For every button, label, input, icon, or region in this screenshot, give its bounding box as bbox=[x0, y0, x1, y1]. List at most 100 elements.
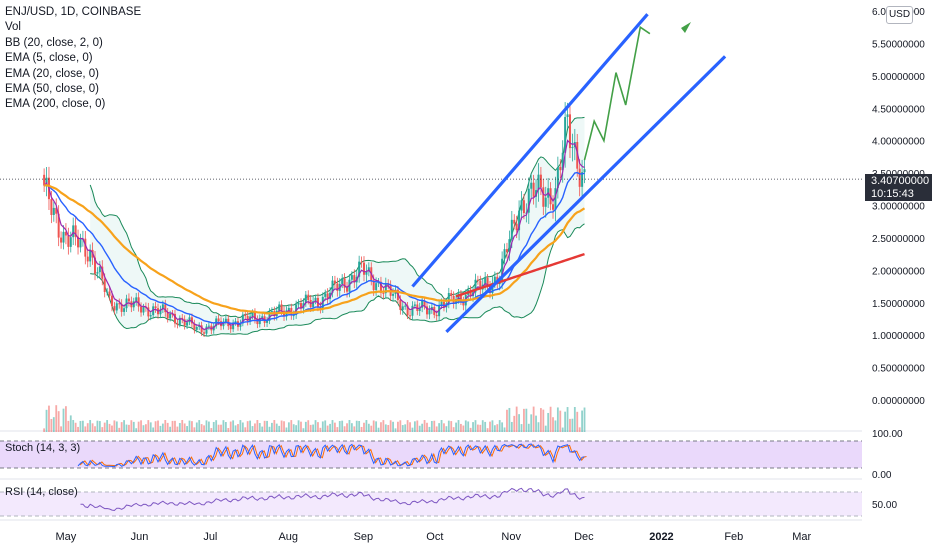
volume-bar bbox=[195, 422, 198, 432]
candle-body bbox=[234, 321, 237, 323]
volume-bar bbox=[120, 422, 123, 432]
candle-body bbox=[411, 305, 414, 316]
candle-body bbox=[62, 231, 65, 243]
price-tick-label: 5.50000000 bbox=[872, 39, 925, 50]
volume-bar bbox=[266, 420, 268, 432]
rsi-label[interactable]: RSI (14, close) bbox=[5, 486, 78, 498]
volume-bar bbox=[496, 424, 499, 432]
volume-bar bbox=[125, 424, 128, 432]
candle-body bbox=[239, 323, 242, 327]
candle-body bbox=[266, 320, 269, 323]
time-axis-label: May bbox=[56, 531, 77, 543]
volume-bar bbox=[535, 415, 537, 432]
candle-body bbox=[152, 306, 155, 316]
volume-bar bbox=[239, 420, 242, 432]
candle-body bbox=[428, 310, 431, 315]
volume-bar bbox=[513, 415, 516, 432]
volume-bar bbox=[157, 420, 159, 432]
indicator-ema200[interactable]: EMA (200, close, 0) bbox=[5, 98, 106, 111]
volume-bar bbox=[89, 420, 92, 432]
indicator-ema50[interactable]: EMA (50, close, 0) bbox=[5, 83, 99, 96]
volume-bar bbox=[326, 425, 329, 432]
candle-body bbox=[493, 276, 496, 283]
projection-path bbox=[583, 25, 651, 161]
candle-body bbox=[205, 326, 208, 334]
candle-body bbox=[343, 278, 346, 288]
volume-bar bbox=[433, 420, 436, 432]
ema-200-line bbox=[455, 252, 585, 298]
candle-body bbox=[552, 204, 555, 210]
volume-bar bbox=[295, 425, 298, 432]
indicator-bb[interactable]: BB (20, close, 2, 0) bbox=[5, 36, 103, 49]
volume-bar bbox=[474, 420, 477, 432]
candle-body bbox=[476, 279, 479, 281]
volume-bar bbox=[576, 411, 579, 432]
candle-body bbox=[518, 210, 521, 231]
candle-body bbox=[404, 305, 407, 307]
candle-body bbox=[479, 280, 482, 290]
volume-bar bbox=[224, 422, 227, 432]
volume-bar bbox=[254, 423, 256, 432]
indicator-ema5[interactable]: EMA (5, close, 0) bbox=[5, 52, 93, 65]
volume-bar bbox=[532, 406, 535, 432]
candle-body bbox=[505, 249, 508, 253]
candle-body bbox=[96, 272, 99, 274]
time-axis-label: Aug bbox=[278, 531, 298, 543]
candle-body bbox=[469, 289, 472, 297]
candle-body bbox=[406, 305, 409, 316]
candle-body bbox=[423, 300, 426, 307]
indicator-vol[interactable]: Vol bbox=[5, 21, 21, 34]
price-tick-label: 1.00000000 bbox=[872, 331, 925, 342]
volume-bar bbox=[142, 425, 145, 432]
candle-body bbox=[426, 306, 428, 315]
volume-bar bbox=[428, 426, 431, 432]
ema-20-line bbox=[43, 171, 585, 325]
volume-bar bbox=[581, 410, 583, 432]
volume-bar bbox=[365, 420, 368, 432]
candle-body bbox=[522, 200, 525, 214]
time-axis-label: Nov bbox=[501, 531, 521, 543]
price-tick-label: 2.00000000 bbox=[872, 266, 925, 277]
candle-body bbox=[372, 280, 375, 291]
volume-bar bbox=[409, 422, 411, 432]
trend-channel-line bbox=[445, 55, 727, 334]
volume-bar bbox=[287, 422, 290, 432]
candle-body bbox=[421, 300, 424, 308]
volume-bar bbox=[280, 420, 283, 432]
volume-bar bbox=[578, 427, 581, 432]
currency-button[interactable]: USD bbox=[886, 6, 913, 24]
volume-bar bbox=[62, 408, 65, 432]
candle-body bbox=[217, 318, 220, 322]
indicator-ema20[interactable]: EMA (20, close, 0) bbox=[5, 67, 99, 80]
candle-body bbox=[135, 297, 138, 302]
volume-bar bbox=[48, 405, 50, 432]
candle-body bbox=[382, 292, 385, 294]
candle-body bbox=[229, 326, 232, 330]
volume-bar bbox=[191, 421, 193, 432]
volume-bar bbox=[469, 427, 472, 432]
candle-body bbox=[183, 319, 186, 326]
volume-bar bbox=[193, 427, 196, 432]
candle-body bbox=[392, 293, 395, 296]
volume-bar bbox=[518, 414, 520, 432]
volume-bar bbox=[222, 420, 225, 432]
candle-body bbox=[198, 325, 201, 328]
volume-bar bbox=[464, 420, 467, 432]
volume-bar bbox=[481, 420, 484, 432]
volume-bar bbox=[115, 421, 118, 432]
volume-bar bbox=[525, 408, 528, 432]
volume-bar bbox=[363, 422, 365, 432]
volume-bar bbox=[493, 425, 496, 432]
candle-body bbox=[539, 174, 542, 188]
candle-body bbox=[253, 312, 256, 320]
projection-arrowhead bbox=[681, 22, 691, 33]
volume-bar bbox=[261, 426, 264, 432]
symbol-title[interactable]: ENJ/USD, 1D, COINBASE bbox=[5, 6, 142, 18]
stoch-label[interactable]: Stoch (14, 3, 3) bbox=[5, 442, 81, 454]
volume-bar bbox=[50, 418, 53, 432]
volume-bar bbox=[515, 406, 518, 432]
candle-body bbox=[401, 306, 404, 310]
volume-bar bbox=[537, 422, 540, 432]
